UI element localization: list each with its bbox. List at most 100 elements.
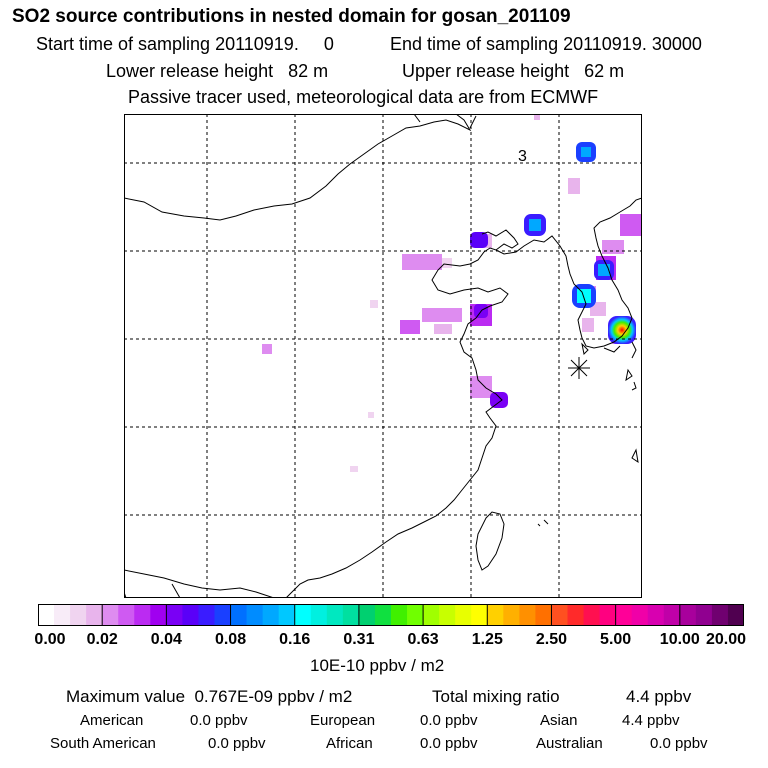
colorbar-swatch bbox=[86, 604, 103, 626]
colorbar-swatch bbox=[278, 604, 296, 626]
colorbar bbox=[38, 604, 744, 626]
total-mixing-ratio-label: Total mixing ratio bbox=[432, 687, 560, 706]
colorbar-tick-label: 0.08 bbox=[214, 631, 247, 648]
coastlines bbox=[124, 114, 642, 598]
contribution-cell bbox=[442, 258, 452, 268]
colorbar-swatch bbox=[567, 604, 585, 626]
asian-value: 4.4 ppbv bbox=[622, 712, 680, 729]
grid-lines bbox=[124, 114, 642, 598]
colorbar-tick-label: 0.31 bbox=[343, 631, 375, 648]
colorbar-swatch bbox=[503, 604, 520, 626]
colorbar-swatch bbox=[439, 604, 456, 626]
colorbar-swatch bbox=[519, 604, 536, 626]
colorbar-swatch bbox=[551, 604, 568, 626]
asian-label: Asian bbox=[540, 712, 578, 729]
contribution-cell bbox=[350, 466, 358, 472]
south-american-label: South American bbox=[50, 735, 156, 752]
colorbar-swatch bbox=[695, 604, 713, 626]
african-value: 0.0 ppbv bbox=[420, 735, 478, 752]
tracer-note: Passive tracer used, meteorological data… bbox=[128, 87, 599, 107]
contribution-cell bbox=[602, 240, 624, 254]
colorbar-swatch bbox=[342, 604, 360, 626]
colorbar-units: 10E-10 ppbv / m2 bbox=[310, 656, 445, 675]
colorbar-swatch bbox=[471, 604, 488, 626]
colorbar-tick-label: 5.00 bbox=[600, 631, 632, 648]
colorbar-swatch bbox=[615, 604, 633, 626]
hotspot-cell bbox=[470, 232, 488, 248]
colorbar-swatch bbox=[310, 604, 328, 626]
hotspot-core bbox=[581, 147, 591, 157]
contribution-cell bbox=[434, 324, 452, 334]
australian-label: Australian bbox=[536, 735, 603, 752]
colorbar-swatch bbox=[407, 604, 424, 626]
colorbar-tick-label: 0.00 bbox=[34, 631, 66, 648]
contribution-cell bbox=[262, 344, 272, 354]
colorbar-swatch bbox=[374, 604, 392, 626]
hotspot-core bbox=[529, 219, 541, 231]
total-mixing-ratio-value: 4.4 ppbv bbox=[626, 687, 692, 706]
colorbar-swatch bbox=[54, 604, 71, 626]
colorbar-swatch bbox=[118, 604, 135, 626]
african-label: African bbox=[326, 735, 373, 752]
colorbar-swatch bbox=[358, 604, 376, 626]
end-time: End time of sampling 20110919. 30000 bbox=[390, 34, 702, 54]
colorbar-tick-label: 0.63 bbox=[407, 631, 439, 648]
hotspot-cell bbox=[490, 392, 508, 408]
colorbar-frame bbox=[38, 604, 744, 626]
colorbar-swatch bbox=[134, 604, 151, 626]
plot-title: SO2 source contributions in nested domai… bbox=[12, 6, 571, 27]
australian-value: 0.0 ppbv bbox=[650, 735, 708, 752]
contribution-cell bbox=[470, 376, 492, 398]
colorbar-swatch bbox=[230, 604, 248, 626]
colorbar-swatch bbox=[711, 604, 729, 626]
colorbar-swatch bbox=[294, 604, 312, 626]
contribution-cell bbox=[568, 178, 580, 194]
start-time: Start time of sampling 20110919. 0 bbox=[36, 34, 334, 54]
colorbar-swatch bbox=[583, 604, 601, 626]
contribution-cell bbox=[582, 318, 594, 332]
colorbar-swatch bbox=[246, 604, 264, 626]
hotspot-core bbox=[577, 289, 591, 303]
maximum-value: Maximum value 0.767E-09 ppbv / m2 bbox=[66, 687, 353, 706]
contribution-cell bbox=[368, 412, 374, 418]
colorbar-swatch bbox=[455, 604, 472, 626]
colorbar-swatch bbox=[663, 604, 681, 626]
colorbar-swatch bbox=[182, 604, 199, 626]
american-value: 0.0 ppbv bbox=[190, 712, 248, 729]
south-american-value: 0.0 ppbv bbox=[208, 735, 266, 752]
colorbar-tick-label: 20.00 bbox=[705, 631, 747, 648]
map-label: 3 bbox=[518, 148, 527, 165]
max-hotspot bbox=[608, 316, 636, 344]
european-value: 0.0 ppbv bbox=[420, 712, 478, 729]
colorbar-swatch bbox=[727, 604, 744, 626]
colorbar-swatch bbox=[599, 604, 617, 626]
lower-release-height: Lower release height 82 m bbox=[106, 61, 329, 81]
colorbar-tick-label: 1.25 bbox=[471, 631, 503, 648]
colorbar-swatch bbox=[487, 604, 504, 626]
colorbar-swatch bbox=[102, 604, 119, 626]
contribution-cell bbox=[590, 302, 606, 316]
colorbar-swatch bbox=[198, 604, 215, 626]
map-frame bbox=[124, 114, 642, 598]
receptor-marker bbox=[568, 357, 590, 379]
contribution-cell bbox=[370, 300, 378, 308]
american-label: American bbox=[80, 712, 144, 729]
upper-release-height: Upper release height 62 m bbox=[402, 61, 625, 81]
contribution-cell bbox=[400, 320, 420, 334]
colorbar-tick-label: 0.16 bbox=[279, 631, 311, 648]
colorbar-swatch bbox=[150, 604, 167, 626]
european-label: European bbox=[310, 712, 376, 729]
colorbar-swatch bbox=[326, 604, 344, 626]
colorbar-swatch bbox=[423, 604, 440, 626]
contribution-cell bbox=[422, 308, 462, 322]
colorbar-swatch bbox=[647, 604, 665, 626]
colorbar-swatch bbox=[535, 604, 552, 626]
contribution-cell bbox=[620, 214, 642, 236]
source-contribution-map: 3 bbox=[124, 114, 642, 598]
colorbar-swatch bbox=[631, 604, 649, 626]
colorbar-tick-label: 0.04 bbox=[150, 631, 182, 648]
contribution-cell bbox=[534, 114, 540, 120]
colorbar-swatch bbox=[391, 604, 408, 626]
colorbar-swatch bbox=[262, 604, 280, 626]
colorbar-tick-label: 2.50 bbox=[535, 631, 568, 648]
